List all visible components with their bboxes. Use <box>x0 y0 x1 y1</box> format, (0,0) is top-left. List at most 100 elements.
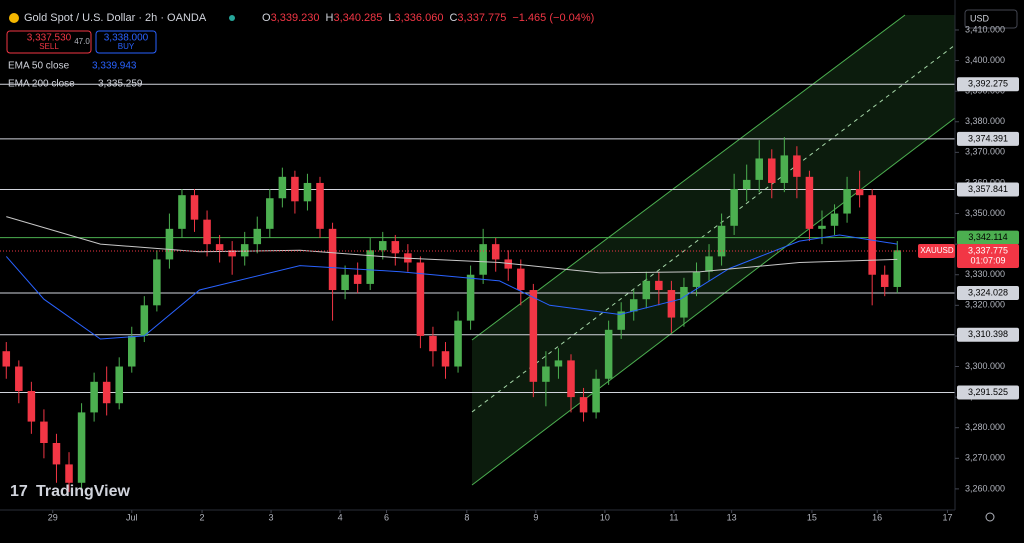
candle-body <box>742 179 751 190</box>
change: −1.465 (−0.04%) <box>512 12 594 24</box>
candle-body <box>843 189 851 214</box>
legend-ema50-value: 3,339.943 <box>92 61 137 72</box>
candle-body <box>240 244 249 257</box>
candle-body <box>705 256 713 272</box>
x-tick-label: 10 <box>600 512 610 522</box>
x-tick-label: 13 <box>727 512 737 522</box>
candle-body <box>717 225 726 257</box>
channel-lower <box>471 117 956 486</box>
candle-body <box>441 351 450 367</box>
currency-button[interactable] <box>964 9 1018 29</box>
x-tick-label: Jul <box>126 512 138 522</box>
plot <box>0 83 955 492</box>
y-tick-label: 3,280.000 <box>965 422 1005 432</box>
y-tick-label: 3,400.000 <box>965 55 1005 65</box>
candle-body <box>868 195 876 275</box>
candle-body <box>215 244 224 251</box>
level-label: 3,291.525 <box>968 387 1008 397</box>
countdown: 01:07:09 <box>970 255 1005 265</box>
candle-body <box>303 182 312 202</box>
candle-body <box>128 335 136 367</box>
ema-line <box>5 234 898 340</box>
y-tick-label: 3,330.000 <box>965 269 1005 279</box>
ohlc-key: O <box>262 12 271 24</box>
ohlc-value: 3,337.775 <box>457 12 506 24</box>
candle-body <box>629 299 638 312</box>
channel-upper <box>471 14 906 341</box>
candle-body <box>40 421 48 443</box>
candle-body <box>780 155 789 183</box>
candle-body <box>77 412 86 483</box>
spread: 47.0 <box>74 37 90 46</box>
x-tick-label: 17 <box>942 512 952 522</box>
candle-body <box>203 219 211 245</box>
ohlc-key: L <box>388 12 394 24</box>
x-tick-label: 3 <box>269 512 274 522</box>
y-tick-label: 3,410.000 <box>965 24 1005 34</box>
candle-body <box>567 360 575 398</box>
candle-body <box>680 286 688 318</box>
sell-price: 3,337.530 <box>27 33 72 44</box>
candle-body <box>391 241 400 254</box>
candle-body <box>27 390 36 422</box>
level-label-box <box>957 230 1019 245</box>
candle-body <box>855 189 864 196</box>
level-label: 3,374.391 <box>968 133 1008 143</box>
candle-body <box>266 198 274 229</box>
ema-line <box>6 216 898 274</box>
candle-body <box>52 442 61 465</box>
candle-body <box>190 195 199 220</box>
currency: USD <box>970 13 990 23</box>
candle-body <box>378 241 387 251</box>
current-label: 3,337.775 <box>968 245 1008 255</box>
candle-body <box>880 274 889 287</box>
candle-body <box>542 366 550 382</box>
level-label-box <box>957 327 1019 342</box>
candle-body <box>253 228 262 245</box>
candle-body <box>479 244 487 275</box>
x-tick-label: 16 <box>872 512 882 522</box>
candle-body <box>165 228 174 260</box>
candle-body <box>529 290 538 382</box>
candle-body <box>15 366 23 391</box>
candle-body <box>366 250 374 284</box>
candle-body <box>491 244 500 260</box>
candle-body <box>2 351 11 367</box>
candle-body <box>893 250 902 287</box>
candle-body <box>554 360 563 367</box>
y-tick-label: 3,260.000 <box>965 483 1005 493</box>
legend-ema200: EMA 200 close <box>8 79 75 90</box>
y-tick-label: 3,370.000 <box>965 147 1005 157</box>
candle-body <box>316 182 324 229</box>
ohlc-key: C <box>449 12 457 24</box>
candle-body <box>115 366 123 404</box>
ohlc-value: 3,336.060 <box>395 12 444 24</box>
x-tick-label: 9 <box>533 512 538 522</box>
x-tick-label: 11 <box>669 512 678 522</box>
x-tick-label: 2 <box>200 512 205 522</box>
symbol-label: XAUUSD <box>920 246 954 255</box>
candle-body <box>755 158 763 180</box>
buy-button[interactable] <box>95 30 157 54</box>
channel-fill <box>472 15 955 485</box>
y-tick-label: 3,360.000 <box>965 177 1005 187</box>
candle-body <box>291 176 299 202</box>
current-box <box>957 243 1019 268</box>
ohlc-value: 3,339.230 <box>271 12 320 24</box>
candle-body <box>504 259 513 269</box>
x-tick-label: 29 <box>48 512 58 522</box>
level-label-box <box>957 182 1019 197</box>
candle-body <box>517 268 525 291</box>
settings-icon[interactable] <box>985 512 995 522</box>
y-tick-label: 3,320.000 <box>965 300 1005 310</box>
buy-price: 3,338.000 <box>104 33 149 44</box>
y-tick-label: 3,300.000 <box>965 361 1005 371</box>
candle-body <box>604 329 613 379</box>
sell-button[interactable] <box>6 30 92 54</box>
candle-body <box>429 335 437 352</box>
level-label-box <box>957 385 1019 400</box>
buy-label: BUY <box>118 42 135 51</box>
candle-body <box>90 381 98 413</box>
